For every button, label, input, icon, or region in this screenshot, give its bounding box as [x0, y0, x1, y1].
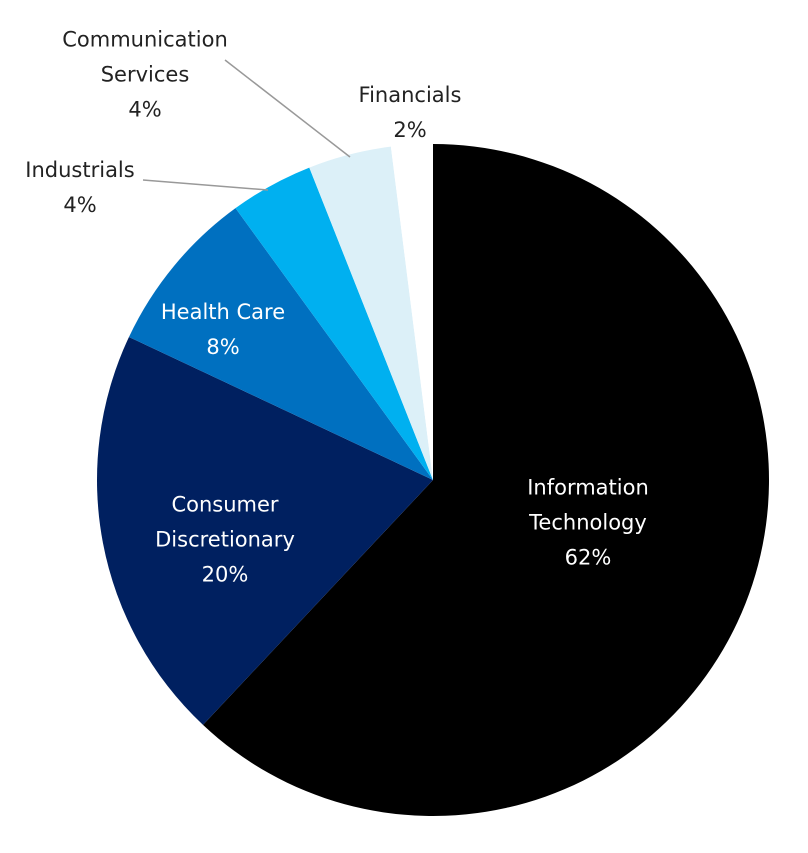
value-label: 62% [564, 545, 612, 570]
pie-slice [97, 336, 434, 725]
pie-slice [202, 144, 769, 817]
category-name: Consumer Discretionary [155, 492, 295, 552]
pie-slice [128, 208, 434, 480]
pie-slice [390, 144, 433, 480]
pie-slice [235, 167, 433, 481]
value-label: 2% [393, 118, 427, 142]
slice-label: Financials 2% [330, 78, 490, 148]
value-label: 4% [128, 97, 162, 122]
value-label: 8% [206, 335, 240, 359]
category-name: Industrials [25, 158, 135, 182]
category-name: Information Technology [527, 475, 649, 535]
slice-label: Industrials 4% [0, 153, 160, 223]
slice-label: Health Care 8% [143, 295, 303, 365]
slice-label: Information Technology 62% [513, 471, 663, 576]
leader-line [142, 179, 269, 191]
value-label: 20% [201, 562, 249, 587]
slice-label: Communication Services 4% [50, 23, 240, 128]
slice-label: Consumer Discretionary 20% [145, 488, 305, 593]
leader-line [224, 59, 351, 158]
category-name: Health Care [160, 300, 286, 324]
category-name: Financials [358, 83, 462, 107]
pie-slice [309, 146, 433, 480]
value-label: 4% [63, 193, 97, 217]
category-name: Communication Services [62, 27, 228, 87]
